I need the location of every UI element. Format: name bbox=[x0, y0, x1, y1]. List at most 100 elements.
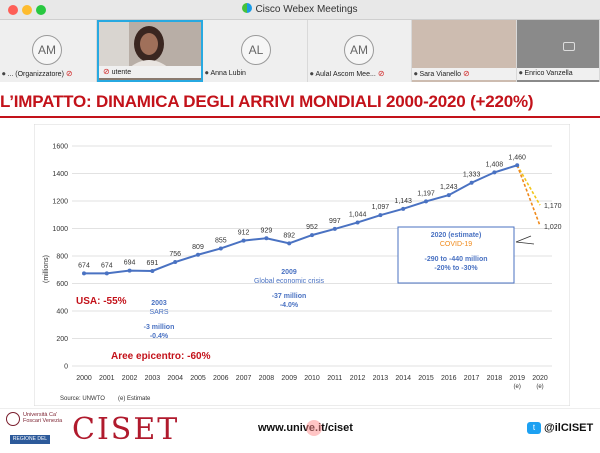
data-label: 912 bbox=[238, 230, 250, 237]
x-tick-label: 2019 bbox=[509, 375, 525, 382]
series-line bbox=[84, 164, 518, 275]
muted-microphone-icon: ⊘ bbox=[65, 69, 73, 78]
x-tick-label: 2007 bbox=[236, 375, 252, 382]
muted-microphone-icon: ⊘ bbox=[463, 69, 470, 78]
x-tick-label: 2006 bbox=[213, 375, 229, 382]
svg-text:-3 million: -3 million bbox=[144, 324, 175, 331]
data-label: 1,408 bbox=[486, 161, 504, 168]
data-point bbox=[127, 268, 132, 273]
data-point bbox=[264, 236, 269, 241]
participant-tile[interactable]: AM ⏺... (Organizzatore) ⊘ bbox=[0, 20, 97, 82]
data-label: 1,333 bbox=[463, 172, 481, 179]
participant-tile[interactable]: ⏺ Enrico Vanzella bbox=[517, 20, 600, 82]
chart-y-ticks: 0 200 400 600 800 1000 1200 1400 1600 bbox=[52, 144, 68, 371]
x-tick-label: 2005 bbox=[190, 375, 206, 382]
usa-note: USA: -55% bbox=[76, 296, 127, 307]
svg-text:-37 million: -37 million bbox=[272, 293, 307, 300]
window-titlebar: Cisco Webex Meetings bbox=[0, 0, 600, 20]
participant-name: ⏺ Sara Vianello ⊘ bbox=[412, 68, 516, 80]
data-point bbox=[218, 246, 223, 251]
data-point bbox=[196, 252, 200, 257]
pointer-highlight bbox=[306, 420, 322, 436]
participant-tile[interactable]: AL ⏺ Anna Lubin bbox=[203, 20, 308, 82]
participant-name: ⏺ Anna Lubin bbox=[205, 70, 246, 77]
region-logo: REGIONE DEL VENETO bbox=[10, 435, 50, 451]
y-axis-label: (millions) bbox=[43, 255, 50, 283]
x-tick-label: 2011 bbox=[327, 375, 342, 382]
minimize-window-button[interactable] bbox=[22, 5, 32, 15]
chart-points bbox=[82, 163, 520, 276]
data-label: 756 bbox=[169, 251, 181, 258]
microphone-icon: ⏺ bbox=[310, 71, 314, 78]
svg-text:COVID-19: COVID-19 bbox=[440, 241, 472, 248]
twitter-handle[interactable]: @ilCISET bbox=[544, 422, 594, 434]
data-point bbox=[287, 241, 292, 246]
x-tick-label: 2013 bbox=[373, 375, 389, 382]
data-point bbox=[332, 226, 337, 231]
data-point bbox=[150, 268, 155, 273]
data-label: 1,460 bbox=[508, 154, 526, 161]
x-tick-label: 2020 bbox=[532, 375, 548, 382]
data-point bbox=[104, 271, 109, 276]
y-tick-label: 1000 bbox=[52, 226, 68, 233]
participant-tile-active[interactable]: ⊘ utente bbox=[97, 20, 203, 82]
data-label: 892 bbox=[283, 232, 295, 239]
y-tick-label: 200 bbox=[56, 336, 68, 343]
projection-line bbox=[516, 164, 541, 227]
y-tick-label: 400 bbox=[56, 309, 68, 316]
x-tick-label: 2018 bbox=[487, 375, 503, 382]
y-tick-label: 0 bbox=[64, 364, 68, 371]
estimate-note: (e) Estimate bbox=[118, 396, 151, 402]
participant-name: ⊘ utente bbox=[99, 66, 201, 78]
chart-projections: 1,170 1,020 bbox=[516, 164, 562, 231]
microphone-icon: ⏺ bbox=[519, 70, 523, 77]
svg-text:-290 to -440 million: -290 to -440 million bbox=[424, 256, 487, 263]
x-tick-label: 2015 bbox=[418, 375, 434, 382]
data-label: 674 bbox=[101, 262, 113, 269]
participant-tile[interactable]: ⏺ Sara Vianello ⊘ bbox=[412, 20, 517, 82]
website-link[interactable]: www.unive.it/ciset bbox=[258, 422, 353, 434]
svg-text:2009: 2009 bbox=[281, 269, 297, 276]
close-window-button[interactable] bbox=[8, 5, 18, 15]
zoom-window-button[interactable] bbox=[36, 5, 46, 15]
chart-x-ticks: 2000 2001 2002 2003 2004 2005 2006 2007 2008 2009… bbox=[76, 375, 548, 390]
y-tick-label: 800 bbox=[56, 254, 68, 261]
x-tick-sublabel: (e) bbox=[536, 384, 543, 390]
svg-text:2020 (estimate): 2020 (estimate) bbox=[431, 232, 482, 239]
participant-tile[interactable]: AM ⏺ AulaI Ascom Mee... ⊘ bbox=[308, 20, 412, 82]
data-point bbox=[424, 199, 428, 204]
svg-text:-20% to -30%: -20% to -30% bbox=[434, 265, 478, 272]
participant-strip: AM ⏺... (Organizzatore) ⊘ ⊘ utente AL ⏺ An… bbox=[0, 20, 600, 82]
data-label: 929 bbox=[261, 227, 273, 234]
participant-name: ⏺ AulaI Ascom Mee... ⊘ bbox=[310, 69, 385, 78]
annotation-sars: 2003 SARS -3 million -0.4% bbox=[144, 300, 175, 340]
webex-logo-icon bbox=[242, 3, 253, 13]
university-seal-icon bbox=[6, 412, 20, 426]
twitter-icon: t bbox=[527, 422, 541, 434]
slide-title: L’IMPATTO: DINAMICA DEGLI ARRIVI MONDIAL… bbox=[0, 92, 534, 111]
data-label: 997 bbox=[329, 218, 341, 225]
data-label: 1,044 bbox=[349, 211, 367, 218]
data-label: 855 bbox=[215, 237, 227, 244]
microphone-icon: ⏺ bbox=[2, 71, 6, 78]
university-logo: Università Ca' Foscari Venezia bbox=[6, 412, 71, 426]
projection-label: 1,020 bbox=[544, 224, 562, 231]
avatar: AL bbox=[241, 35, 271, 65]
svg-text:-4.0%: -4.0% bbox=[280, 302, 299, 309]
data-label: 1,097 bbox=[372, 204, 390, 211]
participant-name: ⏺... (Organizzatore) ⊘ bbox=[2, 69, 73, 78]
microphone-icon: ⏺ bbox=[205, 70, 209, 77]
avatar: AM bbox=[32, 35, 62, 65]
svg-text:-0.4%: -0.4% bbox=[150, 333, 169, 340]
svg-text:Global economic crisis: Global economic crisis bbox=[254, 278, 325, 285]
x-tick-label: 2004 bbox=[167, 375, 183, 382]
source-note: Source: UNWTO bbox=[60, 396, 105, 402]
data-label: 1,197 bbox=[417, 190, 435, 197]
data-label: 691 bbox=[147, 260, 159, 267]
data-label: 1,243 bbox=[440, 184, 458, 191]
footer-divider bbox=[0, 408, 600, 409]
data-label: 809 bbox=[192, 244, 204, 251]
camera-off-icon bbox=[563, 42, 575, 51]
x-tick-label: 2002 bbox=[122, 375, 138, 382]
